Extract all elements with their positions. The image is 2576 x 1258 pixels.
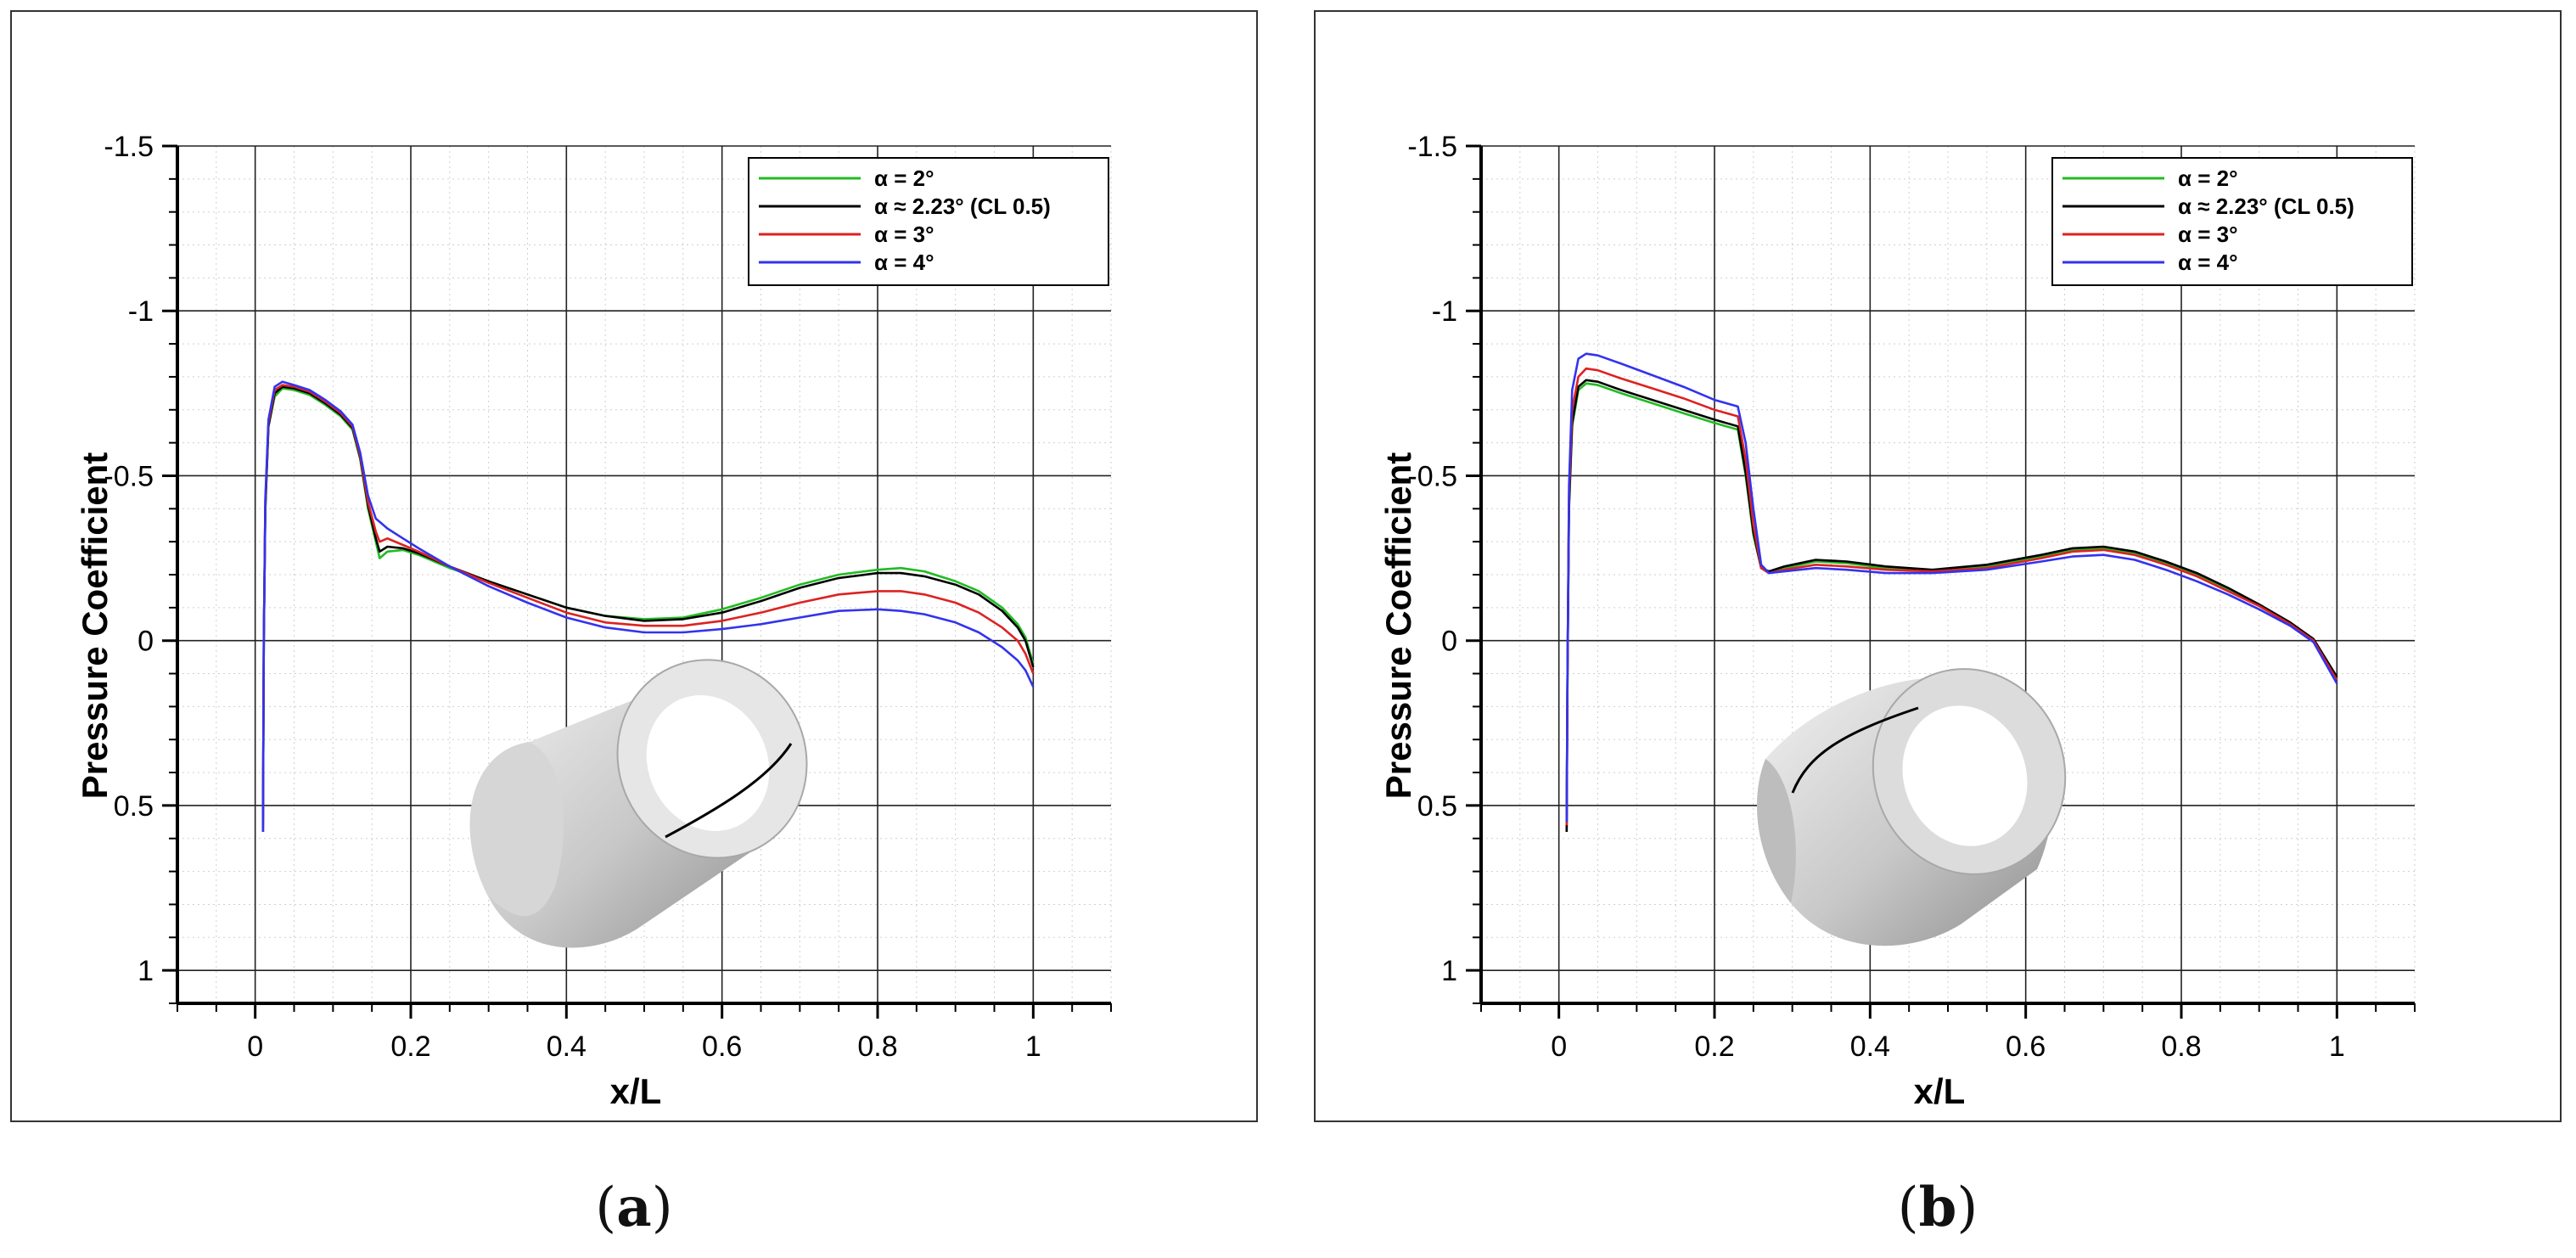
y-tick-label: -0.5 xyxy=(1407,460,1457,492)
series-group xyxy=(261,380,1035,833)
pressure-chart-b: 0 0.2 0.4 0.6 0.8 1 -1.5 -1 -0.5 0 0.5 1 x/L Pressure… xyxy=(1378,131,2416,1111)
nacelle-inlet-opening xyxy=(1902,705,2028,846)
nacelle-rear-face xyxy=(1757,759,1796,903)
series-group xyxy=(1565,352,2338,833)
x-tick-label: 0.2 xyxy=(390,1031,430,1063)
x-tick-label: 0.6 xyxy=(702,1031,742,1063)
x-tick-label: 0.2 xyxy=(1694,1031,1734,1063)
pressure-chart-a: 0 0.2 0.4 0.6 0.8 1 -1.5 -1 -0.5 0 0.5 1 x/L Pressure… xyxy=(75,131,1112,1111)
nacelle-inlet-opening xyxy=(646,695,770,831)
caption-b: (b) xyxy=(1897,1176,1978,1239)
y-tick-label: -1 xyxy=(1432,295,1457,328)
series-line xyxy=(1565,382,2338,833)
chart-panel-a: 0 0.2 0.4 0.6 0.8 1 -1.5 -1 -0.5 0 0.5 1 x/L Pressure… xyxy=(10,10,1258,1122)
legend: α = 2° α ≈ 2.23° (CL 0.5) α = 3° α = 4° xyxy=(2051,157,2413,286)
y-axis-label: Pressure Coefficient xyxy=(1378,452,1418,799)
nacelle-inset xyxy=(469,659,808,948)
series-line xyxy=(261,380,1035,833)
x-tick-label: 0 xyxy=(1551,1031,1567,1063)
series-line xyxy=(1565,352,2338,823)
nacelle-inset xyxy=(1757,668,2067,946)
chart-panel-b: 0 0.2 0.4 0.6 0.8 1 -1.5 -1 -0.5 0 0.5 1 x/L Pressure… xyxy=(1314,10,2562,1122)
legend-label: α ≈ 2.23° (CL 0.5) xyxy=(2178,194,2354,219)
y-tick-label: 0.5 xyxy=(1417,790,1457,823)
legend-label: α = 3° xyxy=(874,222,934,247)
y-tick-label: -0.5 xyxy=(104,460,154,492)
y-tick-label: 1 xyxy=(137,955,154,987)
y-tick-label: 1 xyxy=(1441,955,1457,987)
nacelle-rear-face xyxy=(469,742,564,916)
major-grid xyxy=(177,145,1111,1003)
series-line xyxy=(1565,379,2338,833)
x-tick-label: 0 xyxy=(247,1031,263,1063)
x-tick-label: 1 xyxy=(2329,1031,2345,1063)
legend-label: α = 4° xyxy=(2178,250,2237,275)
x-axis-label: x/L xyxy=(610,1071,662,1111)
y-tick-label: 0.5 xyxy=(114,790,154,823)
legend-label: α = 3° xyxy=(2178,222,2237,247)
legend-label: α ≈ 2.23° (CL 0.5) xyxy=(874,194,1051,219)
y-tick-label: -1.5 xyxy=(1407,131,1457,163)
y-tick-label: 0 xyxy=(1441,626,1457,658)
y-tick-label: -1 xyxy=(128,295,154,328)
x-tick-label: 0.6 xyxy=(2006,1031,2046,1063)
section-cut-line xyxy=(665,743,793,839)
major-grid xyxy=(1481,145,2415,1003)
series-line xyxy=(1565,367,2338,826)
y-axis-label: Pressure Coefficient xyxy=(75,452,115,799)
legend-label: α = 2° xyxy=(2178,166,2237,191)
x-tick-label: 0.8 xyxy=(2161,1031,2201,1063)
x-axis-label: x/L xyxy=(1914,1071,1966,1111)
legend: α = 2° α ≈ 2.23° (CL 0.5) α = 3° α = 4° xyxy=(748,157,1109,286)
x-tick-label: 1 xyxy=(1025,1031,1041,1063)
x-tick-label: 0.4 xyxy=(1850,1031,1890,1063)
series-line xyxy=(261,384,1035,833)
legend-label: α = 2° xyxy=(874,166,934,191)
section-cut-line xyxy=(1791,706,1919,794)
y-tick-label: -1.5 xyxy=(104,131,154,163)
legend-label: α = 4° xyxy=(874,250,934,275)
y-tick-label: 0 xyxy=(137,626,154,658)
x-tick-label: 0.8 xyxy=(857,1031,897,1063)
x-tick-label: 0.4 xyxy=(547,1031,586,1063)
caption-a: (a) xyxy=(595,1176,673,1239)
